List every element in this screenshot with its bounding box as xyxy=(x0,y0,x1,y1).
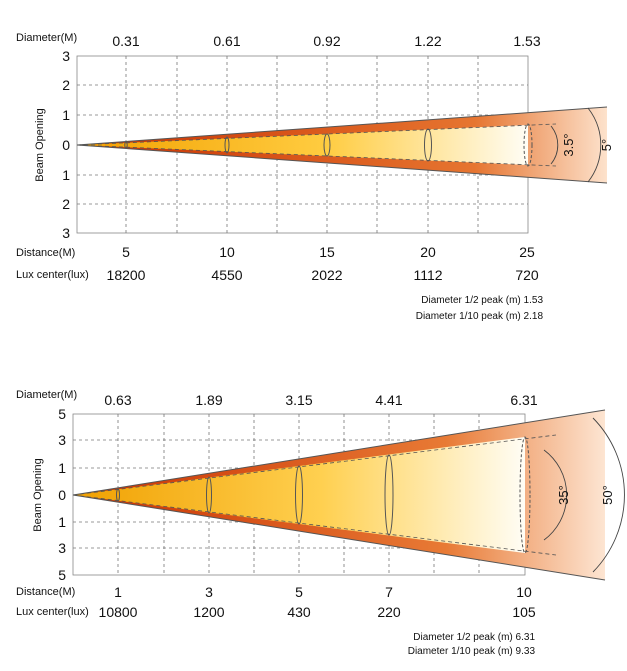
y-tick: 1 xyxy=(62,107,70,123)
diameter-value: 3.15 xyxy=(285,392,312,408)
diameter-label: Diameter(M) xyxy=(16,32,77,44)
distance-value: 10 xyxy=(219,244,235,260)
distance-value: 25 xyxy=(519,244,535,260)
beam-half-line xyxy=(76,123,557,146)
y-tick: 5 xyxy=(58,567,66,583)
lux-value: 720 xyxy=(515,267,539,283)
diameter-value: 0.92 xyxy=(313,33,340,49)
diameter-label: Diameter(M) xyxy=(16,389,77,401)
tenth-angle-arc xyxy=(592,417,625,573)
diameter-value: 0.63 xyxy=(104,392,131,408)
y-tick: 5 xyxy=(58,406,66,422)
half-angle-label: 3.5° xyxy=(561,133,576,156)
distance-value: 5 xyxy=(295,584,303,600)
y-tick: 1 xyxy=(58,460,66,476)
lux-value: 430 xyxy=(287,604,311,620)
lux-value: 10800 xyxy=(99,604,138,620)
distance-value: 5 xyxy=(122,244,130,260)
lux-label: Lux center(lux) xyxy=(16,606,89,618)
lux-value: 220 xyxy=(377,604,401,620)
distance-value: 10 xyxy=(516,584,532,600)
diagram-2: Diameter(M) 0.63 1.89 3.15 4.41 6.31 5 3… xyxy=(16,389,625,657)
y-tick: 3 xyxy=(62,48,70,64)
distance-label: Distance(M) xyxy=(16,586,75,598)
y-tick: 3 xyxy=(62,225,70,241)
note-tenth-peak: Diameter 1/10 peak (m) 9.33 xyxy=(408,646,536,657)
distance-value: 3 xyxy=(205,584,213,600)
y-tick: 0 xyxy=(58,487,66,503)
lux-value: 1112 xyxy=(413,267,442,283)
note-tenth-peak: Diameter 1/10 peak (m) 2.18 xyxy=(416,311,544,322)
y-axis-label: Beam Opening xyxy=(32,458,44,531)
beam-half-line xyxy=(76,144,557,167)
tenth-angle-label: 5° xyxy=(599,139,614,151)
diameter-value: 6.31 xyxy=(510,392,537,408)
beam-cross-sections xyxy=(116,436,531,554)
diagram-1: Diameter(M) 0.31 0.61 0.92 1.22 1.53 3 2… xyxy=(16,32,614,322)
half-angle-arc xyxy=(543,449,568,541)
note-half-peak: Diameter 1/2 peak (m) 6.31 xyxy=(413,632,535,643)
half-angle-arc xyxy=(550,125,559,165)
lux-value: 4550 xyxy=(211,267,242,283)
distance-value: 1 xyxy=(114,584,122,600)
y-tick: 1 xyxy=(62,167,70,183)
note-half-peak: Diameter 1/2 peak (m) 1.53 xyxy=(421,295,543,306)
lux-value: 2022 xyxy=(311,267,342,283)
beam-inner xyxy=(73,437,525,553)
y-tick: 0 xyxy=(62,137,70,153)
beam-edge-line xyxy=(72,409,606,496)
diameter-value: 0.61 xyxy=(213,33,240,49)
beam-edge-line xyxy=(76,144,608,184)
diameter-value: 1.22 xyxy=(414,33,441,49)
beam-inner xyxy=(77,125,528,165)
beam-edge-line xyxy=(72,494,606,581)
y-tick: 2 xyxy=(62,77,70,93)
tenth-angle-arc xyxy=(587,107,602,183)
diameter-value: 0.31 xyxy=(112,33,139,49)
lux-label: Lux center(lux) xyxy=(16,269,89,281)
half-angle-label: 35° xyxy=(556,485,571,505)
diameter-value: 1.89 xyxy=(195,392,222,408)
distance-value: 7 xyxy=(385,584,393,600)
lux-value: 1200 xyxy=(193,604,224,620)
y-tick: 1 xyxy=(58,514,66,530)
y-tick: 3 xyxy=(58,540,66,556)
tenth-angle-label: 50° xyxy=(600,485,615,505)
diameter-value: 4.41 xyxy=(375,392,402,408)
lux-value: 18200 xyxy=(107,267,146,283)
distance-value: 20 xyxy=(420,244,436,260)
beam-cross-sections xyxy=(124,123,533,167)
y-axis-label: Beam Opening xyxy=(34,108,46,181)
y-tick: 3 xyxy=(58,432,66,448)
lux-value: 105 xyxy=(512,604,536,620)
distance-label: Distance(M) xyxy=(16,247,75,259)
y-tick: 2 xyxy=(62,196,70,212)
distance-value: 15 xyxy=(319,244,335,260)
beam-edge-line xyxy=(76,106,608,146)
diameter-value: 1.53 xyxy=(513,33,540,49)
